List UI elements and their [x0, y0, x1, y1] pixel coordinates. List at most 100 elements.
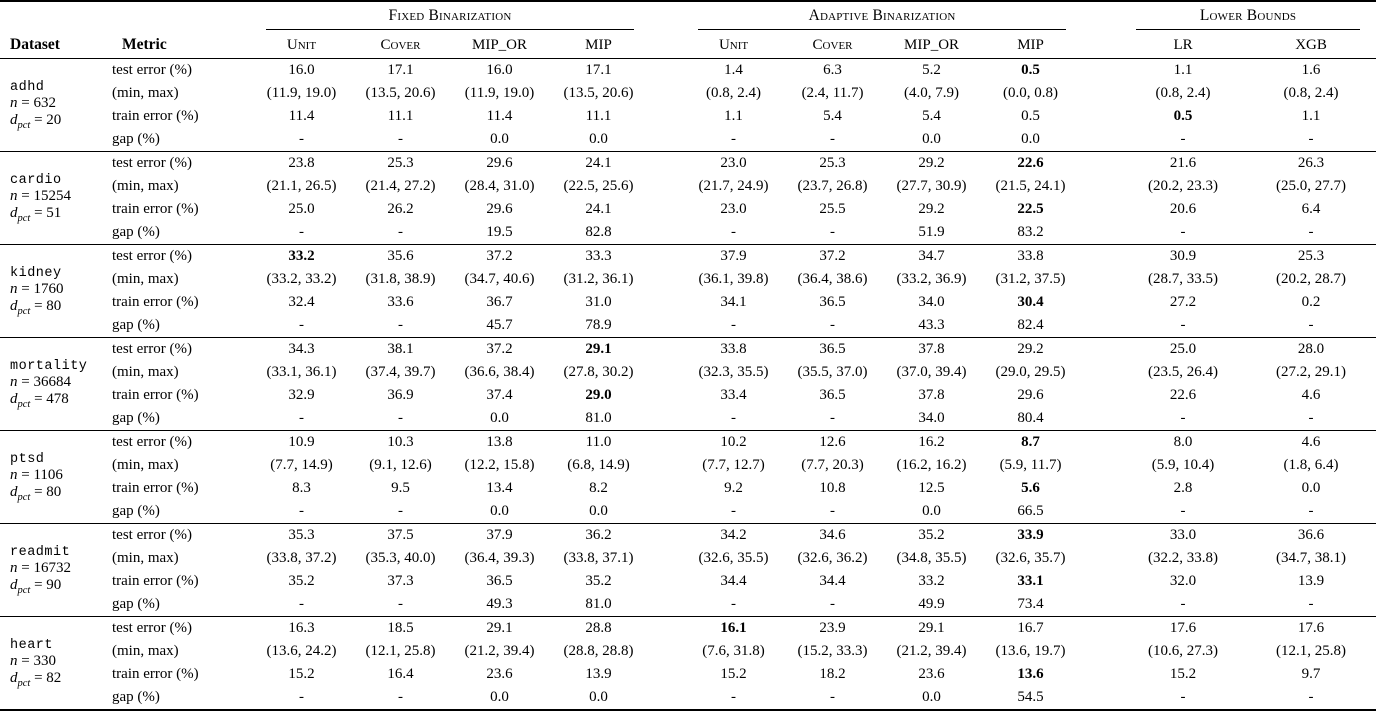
table-row: gap (%) - - 45.7 78.9 - - 43.3 82.4 - -	[0, 314, 1376, 338]
metric-label: (min, max)	[112, 363, 179, 380]
value-cell: 33.0	[1169, 526, 1197, 543]
value-cell: 18.5	[387, 619, 414, 636]
value-cell: 29.2	[918, 200, 945, 217]
value-cell: 13.9	[585, 665, 612, 682]
value-cell: (6.8, 14.9)	[567, 456, 630, 473]
column-gap	[648, 616, 684, 640]
value-cell: 33.3	[585, 247, 612, 264]
dataset-label-cardio: cardio n = 15254 dpct = 51	[0, 151, 112, 244]
value-cell: 8.7	[1021, 433, 1040, 450]
value-cell: (29.0, 29.5)	[995, 363, 1066, 380]
metric-label: test error (%)	[112, 340, 192, 357]
value-cell: -	[830, 130, 836, 147]
value-cell: 0.2	[1301, 293, 1321, 310]
value-cell: (33.8, 37.2)	[266, 549, 337, 566]
value-cell: -	[1308, 130, 1314, 147]
metric-label: (min, max)	[112, 270, 179, 287]
column-gap	[1080, 128, 1120, 152]
dataset-dpct: dpct = 20	[10, 112, 62, 131]
value-cell: 11.0	[585, 433, 612, 450]
value-cell: 25.3	[387, 154, 414, 171]
value-cell: 15.2	[288, 665, 315, 682]
column-gap	[648, 454, 684, 477]
value-cell: -	[1180, 595, 1186, 612]
value-cell: 8.0	[1173, 433, 1193, 450]
value-cell: 36.5	[819, 386, 846, 403]
col-fixed-unit: Unit	[286, 36, 317, 53]
metric-label: test error (%)	[112, 154, 192, 171]
value-cell: (10.6, 27.3)	[1148, 642, 1219, 659]
column-gap	[1080, 105, 1120, 128]
dataset-name: cardio	[10, 173, 62, 188]
value-cell: 0.5	[1021, 107, 1040, 124]
value-cell: 35.2	[918, 526, 945, 543]
value-cell: 16.1	[720, 619, 747, 636]
value-cell: 25.0	[1169, 340, 1197, 357]
metric-label: test error (%)	[112, 526, 192, 543]
value-cell: 37.5	[387, 526, 414, 543]
value-cell: 23.9	[819, 619, 846, 636]
value-cell: 27.2	[1169, 293, 1197, 310]
value-cell: (32.6, 35.5)	[698, 549, 769, 566]
value-cell: -	[299, 688, 304, 705]
value-cell: -	[398, 502, 403, 519]
dataset-block-mortality: mortality n = 36684 dpct = 478 test error (…	[0, 337, 1376, 430]
value-cell: 20.6	[1169, 200, 1197, 217]
dataset-block-cardio: cardio n = 15254 dpct = 51 test error (%) 23…	[0, 151, 1376, 244]
column-gap	[648, 407, 684, 431]
column-gap	[1080, 407, 1120, 431]
col-adaptive-mip: MIP	[1017, 36, 1044, 53]
column-gap	[1080, 547, 1120, 570]
table-row: train error (%) 15.2 16.4 23.6 13.9 15.2 18.2 2…	[0, 663, 1376, 686]
value-cell: 25.3	[1297, 247, 1325, 264]
column-gap	[1080, 500, 1120, 524]
column-gap	[1080, 221, 1120, 245]
value-cell: 0.0	[490, 502, 509, 519]
value-cell: 0.5	[1173, 107, 1193, 124]
dataset-name: adhd	[10, 80, 45, 95]
value-cell: 33.8	[720, 340, 747, 357]
column-gap	[648, 105, 684, 128]
metric-label: test error (%)	[112, 61, 192, 78]
column-gap	[648, 337, 684, 361]
value-cell: 8.3	[292, 479, 311, 496]
value-cell: 23.8	[288, 154, 315, 171]
group-fixed-label: Fixed Binarization	[266, 4, 635, 30]
value-cell: (36.6, 38.4)	[464, 363, 535, 380]
value-cell: 9.5	[391, 479, 410, 496]
value-cell: 26.2	[387, 200, 414, 217]
metric-label: test error (%)	[112, 619, 192, 636]
column-gap	[1080, 477, 1120, 500]
dataset-n: n = 1106	[10, 467, 63, 483]
column-gap	[1080, 268, 1120, 291]
value-cell: 17.6	[1169, 619, 1197, 636]
group-lower-bounds: Lower Bounds	[1120, 1, 1376, 31]
table-row: (min, max) (21.1, 26.5) (21.4, 27.2) (28.4,…	[0, 175, 1376, 198]
column-gap	[1080, 314, 1120, 338]
value-cell: (15.2, 33.3)	[797, 642, 868, 659]
table-row: gap (%) - - 0.0 0.0 - - 0.0 54.5 - -	[0, 686, 1376, 710]
value-cell: (7.6, 31.8)	[702, 642, 765, 659]
value-cell: 0.0	[589, 502, 608, 519]
value-cell: (28.7, 33.5)	[1148, 270, 1219, 287]
value-cell: 51.9	[918, 223, 945, 240]
table-row: (min, max) (33.2, 33.2) (31.8, 38.9) (34.7,…	[0, 268, 1376, 291]
value-cell: 10.9	[288, 433, 315, 450]
value-cell: (31.2, 36.1)	[563, 270, 634, 287]
value-cell: 23.6	[486, 665, 513, 682]
value-cell: 17.6	[1297, 619, 1325, 636]
value-cell: 49.3	[486, 595, 513, 612]
value-cell: 43.3	[918, 316, 945, 333]
value-cell: 37.2	[486, 340, 513, 357]
value-cell: 34.4	[819, 572, 846, 589]
value-cell: -	[731, 223, 737, 240]
value-cell: 36.2	[585, 526, 612, 543]
value-cell: (27.7, 30.9)	[896, 177, 967, 194]
table-row: kidney n = 1760 dpct = 80 test error (%) 33.…	[0, 244, 1376, 317]
value-cell: 0.0	[922, 688, 941, 705]
value-cell: 37.8	[918, 340, 945, 357]
value-cell: (4.0, 7.9)	[904, 84, 960, 101]
value-cell: -	[830, 688, 836, 705]
column-gap	[1080, 361, 1120, 384]
value-cell: 0.0	[922, 502, 941, 519]
